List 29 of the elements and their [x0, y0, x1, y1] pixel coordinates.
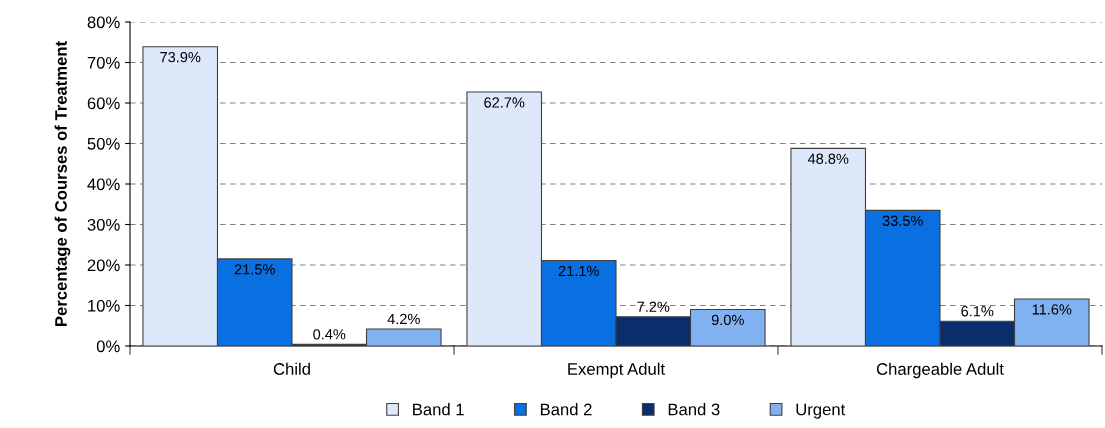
y-tick-label: 40% — [87, 178, 120, 191]
text: 6.1% — [961, 306, 994, 317]
x-tick-label: Child — [273, 362, 310, 375]
y-tick-label: 30% — [87, 218, 120, 231]
text: 48.8% — [807, 153, 849, 164]
y-tick-label: 80% — [87, 16, 120, 29]
text: 21.5% — [234, 264, 275, 275]
y-tick-label: 70% — [87, 56, 120, 69]
legend-label: Band 1 — [413, 403, 464, 416]
x-tick-label: Exempt Adult — [568, 362, 665, 379]
y-tick-label: 50% — [87, 137, 120, 150]
text: 33.5% — [882, 215, 923, 226]
text: 4.2% — [387, 313, 420, 325]
y-tick-label: 20% — [87, 259, 120, 272]
text: 11.6% — [1032, 304, 1072, 315]
text: 9.0% — [711, 314, 744, 326]
y-axis-title: Percentage of Courses of Treatment — [54, 41, 71, 326]
text: 62.7% — [484, 97, 525, 108]
text: 0.4% — [313, 329, 346, 340]
y-tick-label: 10% — [88, 299, 120, 312]
text: 21.1% — [558, 265, 599, 277]
legend-label: Urgent — [796, 403, 846, 419]
legend-label: Band 3 — [668, 403, 720, 416]
y-tick-label: 0% — [96, 340, 120, 353]
y-tick-label: 60% — [87, 97, 120, 110]
text: 7.2% — [637, 301, 670, 312]
text: 73.9% — [160, 51, 201, 63]
x-tick-label: Chargeable Adult — [876, 362, 1004, 379]
legend-label: Band 2 — [540, 403, 592, 416]
